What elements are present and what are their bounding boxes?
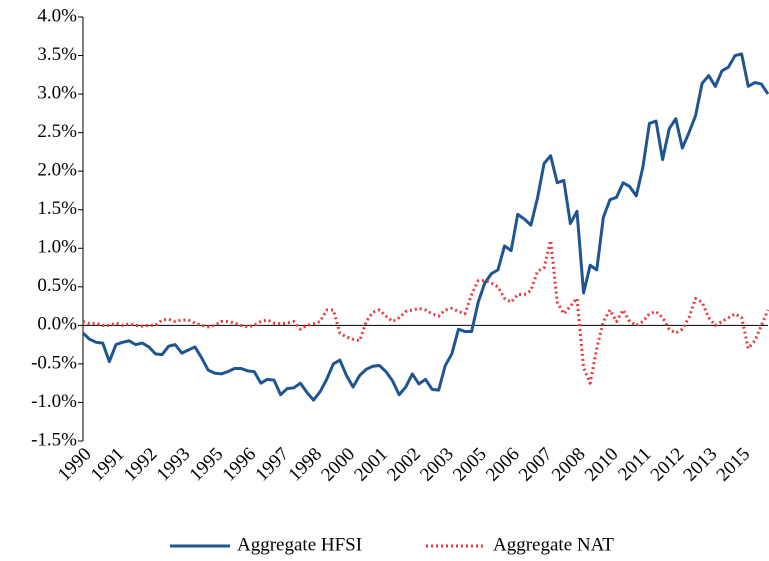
x-tick-label: 2001 bbox=[350, 444, 392, 486]
x-tick-label: 2010 bbox=[581, 444, 623, 486]
x-tick-label: 2013 bbox=[680, 444, 722, 486]
x-tick-label: 2005 bbox=[449, 444, 491, 486]
x-tick-label: 2006 bbox=[482, 444, 524, 486]
x-tick-label: 2011 bbox=[614, 444, 655, 485]
x-tick-label: 1993 bbox=[153, 444, 195, 486]
x-tick-label: 2000 bbox=[317, 444, 359, 486]
x-tick-label: 2002 bbox=[383, 444, 425, 486]
y-tick-label: 0.0% bbox=[37, 314, 77, 335]
x-tick-label: 2015 bbox=[713, 444, 755, 486]
y-tick-label: -0.5% bbox=[31, 352, 77, 373]
y-tick-label: 1.0% bbox=[37, 237, 77, 258]
y-tick-label: 2.0% bbox=[37, 160, 77, 181]
x-tick-label: 1996 bbox=[219, 444, 261, 486]
y-tick-label: 4.0% bbox=[37, 5, 77, 26]
x-tick-label: 2003 bbox=[416, 444, 458, 486]
legend-label: Aggregate NAT bbox=[493, 534, 614, 555]
x-tick-label: 2008 bbox=[548, 444, 590, 486]
series-line bbox=[81, 52, 769, 402]
y-tick-label: 1.5% bbox=[37, 198, 77, 219]
y-tick-label: -1.0% bbox=[31, 391, 77, 412]
x-tick-label: 2007 bbox=[515, 444, 557, 486]
x-tick-label: 1991 bbox=[87, 444, 129, 486]
x-tick-label: 1998 bbox=[284, 444, 326, 486]
x-tick-label: 1997 bbox=[251, 444, 293, 486]
y-tick-label: 2.5% bbox=[37, 121, 77, 142]
series-line bbox=[82, 239, 769, 385]
x-tick-label: 1992 bbox=[120, 444, 162, 486]
y-tick-label: 3.0% bbox=[37, 82, 77, 103]
x-tick-label: 2012 bbox=[647, 444, 689, 486]
legend-label: Aggregate HFSI bbox=[237, 534, 362, 555]
y-tick-label: 0.5% bbox=[37, 275, 77, 296]
x-tick-label: 1995 bbox=[186, 444, 228, 486]
y-tick-label: 3.5% bbox=[37, 44, 77, 65]
y-tick-label: -1.5% bbox=[31, 429, 77, 450]
